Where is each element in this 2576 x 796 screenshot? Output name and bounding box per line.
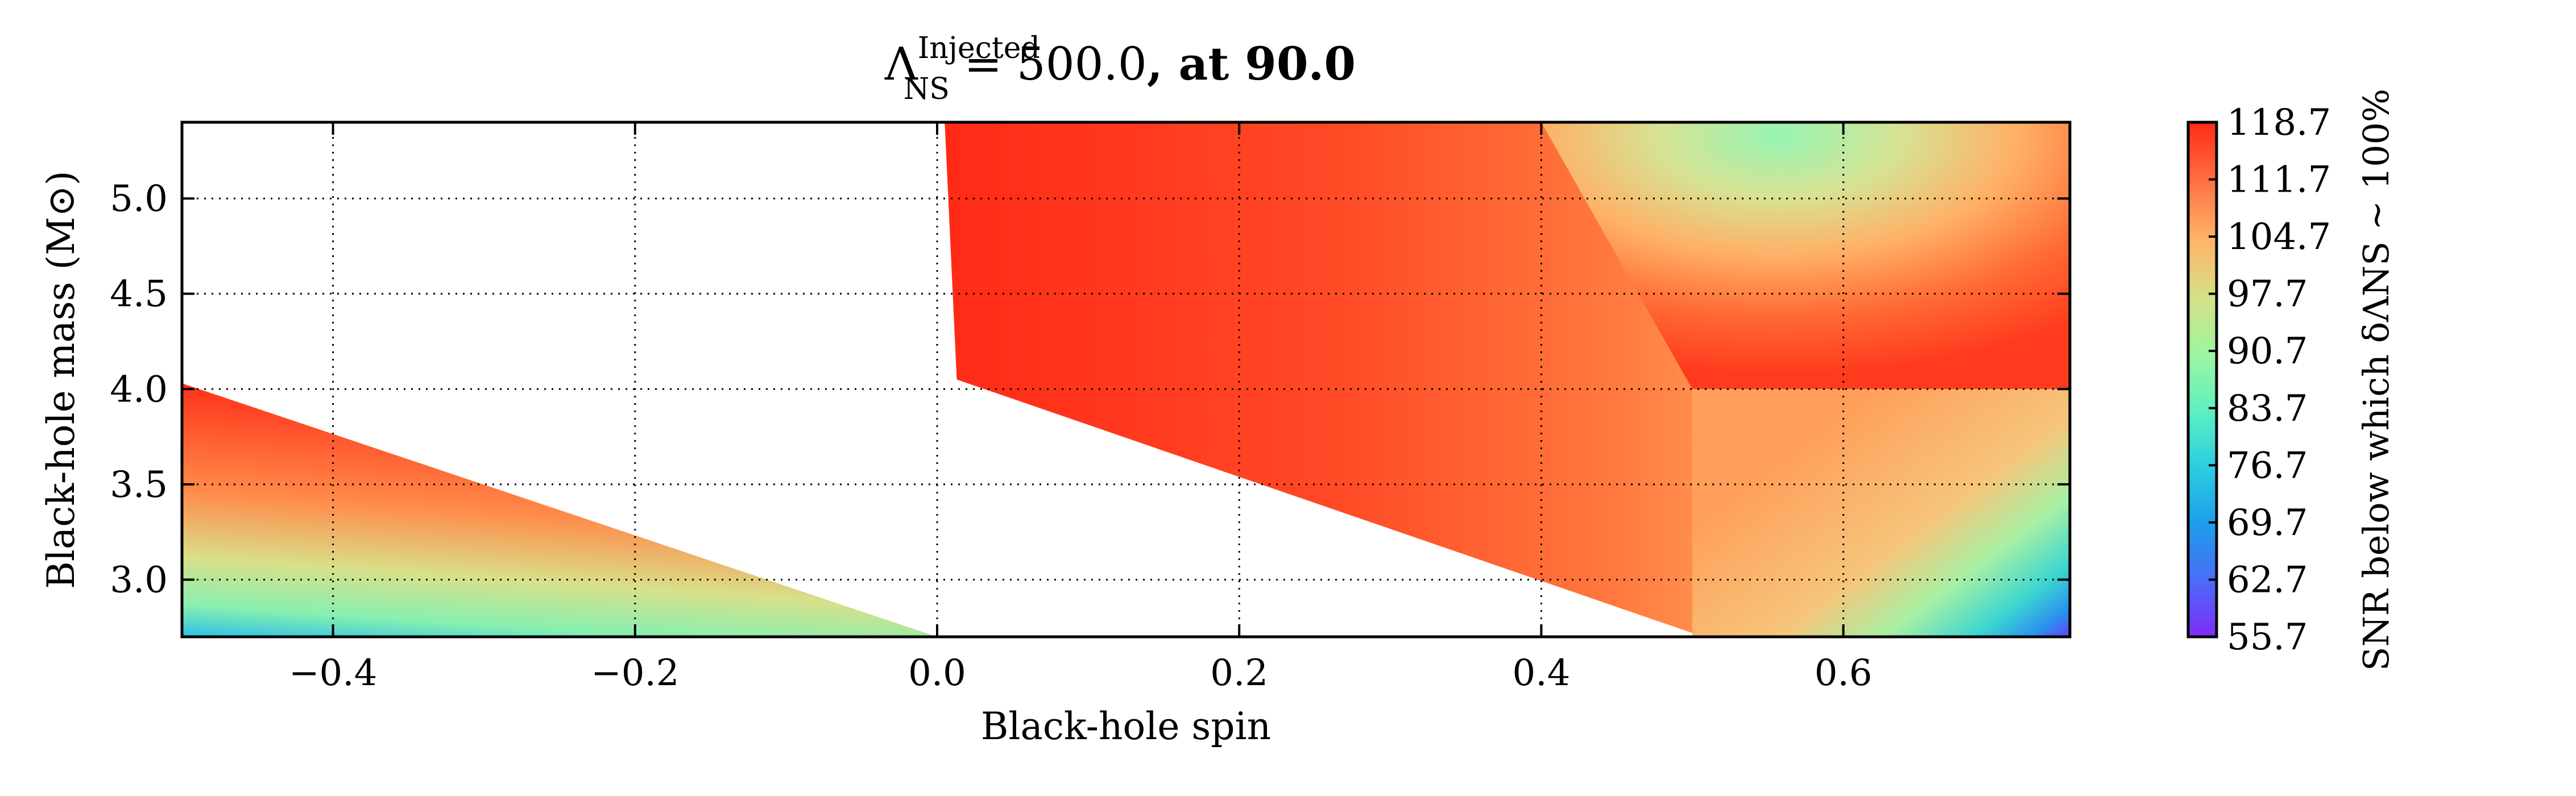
colorbar-tick-label: 111.7 bbox=[2227, 159, 2331, 201]
y-tick-label: 3.0 bbox=[110, 559, 168, 601]
y-tick-label: 4.5 bbox=[110, 273, 168, 316]
colorbar-tick-label: 97.7 bbox=[2227, 273, 2308, 316]
y-axis-ticks: 3.0 3.5 4.0 4.5 5.0 bbox=[110, 178, 2070, 601]
plot-area: −0.4 −0.2 0.0 0.2 0.4 0.6 3.0 3.5 4.0 4.5 5.0 bbox=[110, 121, 2072, 694]
plot-frame bbox=[180, 121, 2072, 639]
y-tick-label: 4.0 bbox=[110, 368, 168, 411]
contour-region-lower-right-block bbox=[1692, 389, 2070, 637]
colorbar-tick-label: 76.7 bbox=[2227, 445, 2308, 487]
colorbar-tick-label: 83.7 bbox=[2227, 388, 2308, 430]
colorbar-tick-label: 118.7 bbox=[2227, 102, 2331, 144]
colorbar-gradient bbox=[2186, 121, 2218, 639]
y-tick-label: 5.0 bbox=[110, 178, 168, 220]
title-rest: = 500.0 bbox=[950, 38, 1147, 90]
title-bold: , at 90.0 bbox=[1147, 37, 1356, 90]
colorbar-tick-label: 62.7 bbox=[2227, 559, 2308, 601]
chart-title: ΛInjected NS = 500.0, at 90.0 bbox=[884, 31, 1356, 106]
colorbar-label: SNR below which δΛNS ~ 100% bbox=[2355, 89, 2397, 671]
contour-regions bbox=[182, 122, 2070, 637]
x-tick-label: −0.2 bbox=[591, 652, 679, 694]
grid-lines bbox=[182, 122, 2070, 637]
colorbar-tick-label: 55.7 bbox=[2227, 616, 2308, 658]
title-symbol: Λ bbox=[884, 38, 918, 90]
x-tick-label: 0.0 bbox=[908, 652, 966, 694]
colorbar-tick-label: 69.7 bbox=[2227, 502, 2308, 544]
x-axis-label: Black-hole spin bbox=[981, 704, 1271, 748]
x-tick-label: 0.2 bbox=[1210, 652, 1268, 694]
x-tick-label: 0.6 bbox=[1815, 652, 1873, 694]
x-axis-ticks: −0.4 −0.2 0.0 0.2 0.4 0.6 bbox=[289, 122, 1873, 694]
colorbar-ticks: 55.7 62.7 69.7 76.7 83.7 90.7 97.7 104.7 111.7 11… bbox=[2209, 102, 2331, 658]
y-tick-label: 3.5 bbox=[110, 464, 168, 506]
colorbar-tick-label: 90.7 bbox=[2227, 330, 2308, 372]
title-subscript: NS bbox=[904, 72, 950, 106]
contour-region-upper-right-fan bbox=[1541, 122, 2070, 389]
contour-region-left-wedge bbox=[182, 383, 937, 637]
title-superscript: Injected bbox=[918, 31, 1040, 65]
colorbar-tick-label: 104.7 bbox=[2227, 216, 2331, 258]
x-tick-label: −0.4 bbox=[289, 652, 377, 694]
colorbar: 55.7 62.7 69.7 76.7 83.7 90.7 97.7 104.7 111.7 11… bbox=[2186, 89, 2397, 671]
y-axis-label: Black-hole mass (M⊙) bbox=[39, 171, 83, 588]
x-tick-label: 0.4 bbox=[1513, 652, 1571, 694]
